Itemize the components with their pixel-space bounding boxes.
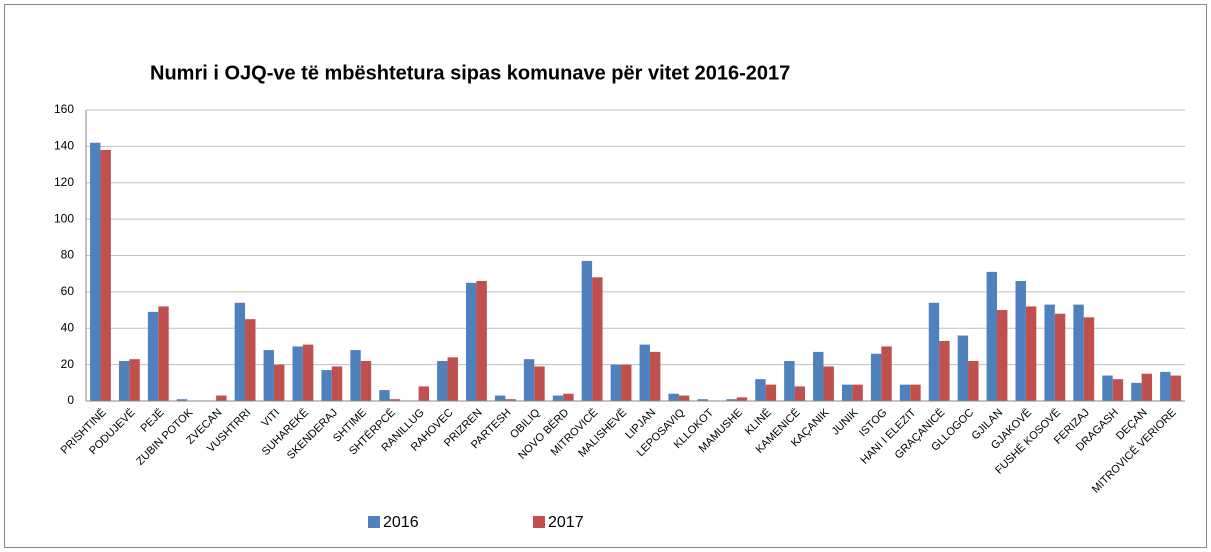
bar xyxy=(1025,306,1037,401)
bar xyxy=(852,384,863,401)
bar xyxy=(997,310,1008,401)
bar xyxy=(1073,304,1084,401)
bar xyxy=(263,350,274,401)
bar xyxy=(841,384,853,401)
bar xyxy=(968,360,979,401)
bar xyxy=(986,271,998,401)
bar xyxy=(1102,375,1113,401)
bar xyxy=(639,344,650,401)
legend-label: 2017 xyxy=(548,514,584,531)
bar xyxy=(447,357,458,401)
bar xyxy=(234,302,246,401)
bar xyxy=(823,366,834,401)
bar xyxy=(939,340,950,401)
bar xyxy=(610,364,622,401)
bar xyxy=(273,364,285,401)
bar xyxy=(302,344,314,401)
bar xyxy=(1054,313,1066,401)
bar xyxy=(379,390,390,401)
bar xyxy=(1131,382,1142,401)
bar xyxy=(360,360,372,401)
bar xyxy=(592,277,603,401)
bar xyxy=(678,395,690,401)
bar xyxy=(794,386,805,401)
bar xyxy=(621,364,632,401)
bar xyxy=(726,399,737,401)
bar xyxy=(90,142,101,402)
bar xyxy=(736,397,748,401)
y-tick-label: 140 xyxy=(54,139,74,153)
bar xyxy=(581,260,593,401)
bar xyxy=(331,366,343,401)
y-tick-label: 60 xyxy=(61,284,75,298)
bar xyxy=(523,359,535,401)
y-tick-label: 80 xyxy=(61,248,75,262)
y-tick-label: 100 xyxy=(54,211,74,225)
bar xyxy=(649,351,661,401)
bar xyxy=(158,306,169,401)
bar xyxy=(292,346,303,401)
bar xyxy=(1083,317,1095,401)
bar xyxy=(494,395,506,401)
bar xyxy=(1170,375,1181,401)
bar xyxy=(147,311,159,401)
chart-title: Numri i OJQ-ve të mbështetura sipas komu… xyxy=(150,62,790,84)
chart-frame xyxy=(4,4,1207,548)
bar xyxy=(910,384,921,401)
y-tick-label: 120 xyxy=(54,175,74,189)
bar xyxy=(697,399,708,401)
legend-swatch xyxy=(368,516,380,528)
y-tick-label: 160 xyxy=(54,102,74,116)
y-tick-label: 40 xyxy=(61,320,75,334)
bar xyxy=(350,350,361,401)
bar xyxy=(813,351,824,401)
bar xyxy=(1044,304,1055,401)
bar xyxy=(765,384,777,401)
bar xyxy=(245,319,256,401)
bar xyxy=(118,360,130,401)
bar xyxy=(418,386,430,401)
bar xyxy=(437,360,448,401)
bar xyxy=(928,302,940,401)
bar xyxy=(534,366,545,401)
bar xyxy=(881,346,892,401)
bar xyxy=(1141,373,1153,401)
bar xyxy=(957,335,969,401)
bar xyxy=(389,399,401,401)
bar xyxy=(899,384,911,401)
bar xyxy=(100,150,111,401)
bar xyxy=(1112,379,1124,401)
bar xyxy=(784,360,795,401)
legend-label: 2016 xyxy=(383,514,419,531)
bar xyxy=(1160,371,1171,401)
bar xyxy=(668,393,679,401)
bar xyxy=(216,395,227,401)
bar xyxy=(476,280,487,401)
bar xyxy=(176,399,188,401)
bar xyxy=(552,395,564,401)
bar xyxy=(755,379,766,401)
bar xyxy=(1015,280,1026,401)
bar xyxy=(505,399,516,401)
y-tick-label: 20 xyxy=(61,357,75,371)
y-tick-label: 0 xyxy=(67,393,74,407)
bar xyxy=(321,370,332,401)
bar xyxy=(466,282,477,401)
bar xyxy=(870,353,882,401)
bar xyxy=(129,359,140,401)
bar xyxy=(563,393,574,401)
legend-swatch xyxy=(533,516,545,528)
